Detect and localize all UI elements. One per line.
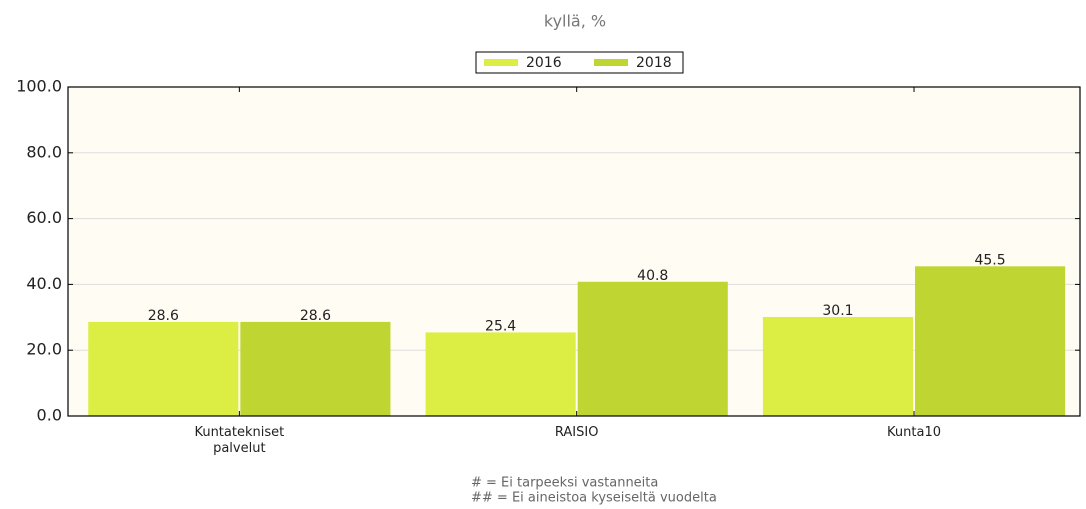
legend-swatch [594,59,628,66]
data-label: 45.5 [974,252,1005,268]
y-tick-label: 0.0 [37,406,62,425]
x-tick-label: Kunta10 [887,425,941,440]
legend-label: 2016 [526,55,562,71]
x-tick-label: RAISIO [554,425,599,440]
y-tick-label: 20.0 [26,340,62,359]
data-label: 28.6 [300,308,331,324]
plot-frame [67,86,1081,417]
data-label: 40.8 [637,268,668,284]
data-label: 25.4 [485,318,516,334]
y-tick-label: 40.0 [26,274,62,293]
legend-label: 2018 [636,55,672,71]
footnote: ## = Ei aineistoa kyseiseltä vuodelta [471,491,717,506]
legend-box [475,51,684,74]
data-label: 28.6 [148,308,179,324]
bar [577,281,728,416]
footnote: # = Ei tarpeeksi vastanneita [471,476,658,491]
data-label: 30.1 [822,303,853,319]
x-tick-label: Kuntatekniset palvelut [194,425,285,456]
bar [915,266,1066,416]
chart-subtitle: kyllä, % [544,12,606,31]
bar [240,321,391,416]
y-tick-label: 60.0 [26,208,62,227]
legend-swatch [484,59,518,66]
bar [88,321,239,416]
bar [762,316,914,416]
y-tick-label: 80.0 [26,142,62,161]
y-tick-label: 100.0 [16,77,62,96]
bar [425,332,576,416]
